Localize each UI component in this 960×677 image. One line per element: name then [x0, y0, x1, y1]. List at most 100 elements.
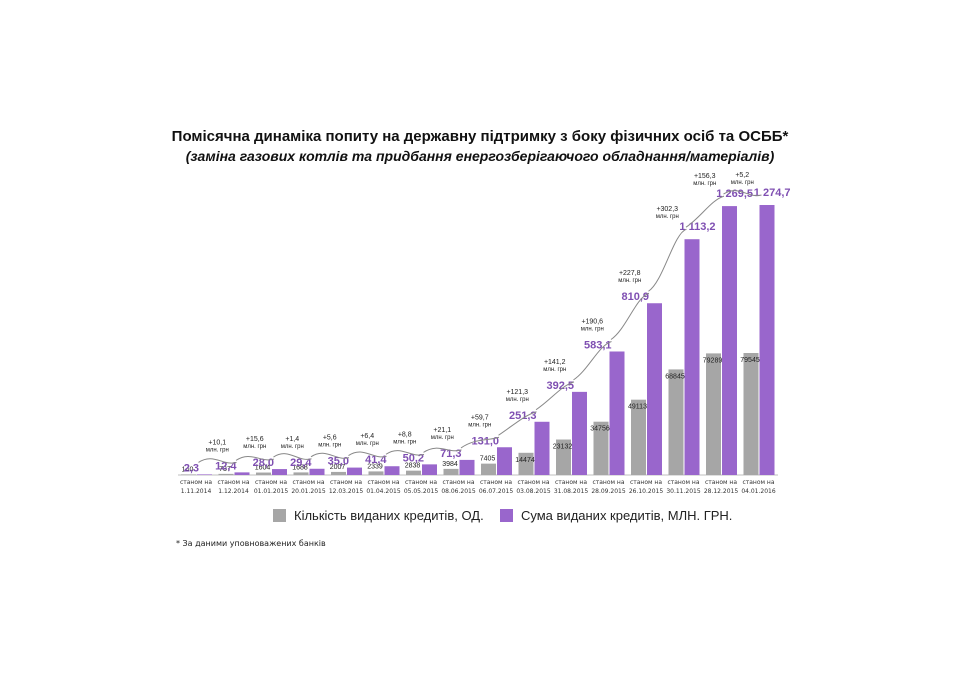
increment-unit-label: млн. грн	[281, 444, 304, 450]
increment-label: +227,8	[619, 270, 641, 277]
x-tick-label: 05.05.2015	[404, 488, 439, 495]
increment-label: +1,4	[285, 436, 299, 443]
increment-connector	[348, 451, 387, 458]
sum-data-label: 810,9	[621, 291, 649, 303]
increment-unit-label: млн. грн	[693, 181, 716, 187]
increment-unit-label: млн. грн	[431, 435, 454, 441]
increment-connector	[235, 456, 275, 461]
increment-label: +5,2	[735, 172, 749, 179]
count-bar	[443, 468, 459, 475]
count-data-label: 49113	[628, 404, 647, 411]
x-tick-label: станом на	[255, 479, 287, 486]
sum-bar	[609, 351, 625, 475]
increment-label: +10,1	[208, 439, 226, 446]
count-bar	[293, 472, 309, 475]
increment-label: +190,6	[581, 318, 603, 325]
increment-label: +6,4	[360, 433, 374, 440]
x-tick-label: станом на	[555, 479, 587, 486]
count-data-label: 34756	[590, 426, 610, 433]
x-tick-label: 03.08.2015	[516, 488, 551, 495]
sum-bar	[572, 391, 587, 475]
count-bar	[256, 472, 271, 475]
increment-unit-label: млн. грн	[656, 214, 679, 220]
increment-unit-label: млн. грн	[206, 447, 229, 453]
sum-bar	[722, 206, 737, 475]
count-data-label: 14474	[515, 457, 535, 464]
count-bar	[668, 369, 684, 475]
x-tick-label: станом на	[330, 479, 362, 486]
sum-data-label: 1 274,7	[754, 187, 791, 199]
sum-data-label: 1 113,2	[679, 221, 715, 233]
x-tick-label: 26.10.2015	[629, 488, 664, 495]
increment-unit-label: млн. грн	[356, 441, 379, 447]
x-tick-label: станом на	[667, 479, 699, 486]
count-bar	[181, 474, 196, 475]
sum-bar	[684, 239, 700, 475]
sum-data-label: 583,1	[584, 339, 612, 351]
sum-bar	[234, 472, 250, 475]
legend-item-sum: Сума виданих кредитів, МЛН. ГРН.	[500, 508, 732, 523]
increment-unit-label: млн. грн	[731, 180, 754, 186]
x-tick-label: 20.01.2015	[291, 488, 326, 495]
sum-data-label: 251,3	[509, 410, 537, 422]
x-tick-label: 12.03.2015	[329, 488, 364, 495]
x-tick-label: 06.07.2015	[479, 488, 514, 495]
increment-label: +15,6	[246, 436, 264, 443]
x-tick-label: 1.11.2014	[181, 488, 212, 495]
sum-data-label: 392,5	[546, 380, 574, 392]
x-tick-label: 1.12.2014	[218, 488, 249, 495]
count-bar	[631, 399, 646, 475]
count-data-label: 1688	[292, 464, 308, 471]
increment-label: +141,2	[544, 359, 566, 366]
increment-connector	[723, 190, 762, 197]
x-tick-label: 31.08.2015	[554, 488, 589, 495]
x-tick-label: станом на	[592, 479, 624, 486]
count-data-label: 23132	[553, 444, 573, 451]
x-tick-label: станом на	[292, 479, 324, 486]
increment-connector	[573, 341, 612, 381]
count-data-label: 7405	[480, 456, 496, 463]
x-tick-label: станом на	[367, 479, 399, 486]
increment-connector	[610, 292, 650, 340]
chart-subtitle: (заміна газових котлів та придбання енер…	[185, 148, 775, 164]
legend-swatch-sum	[500, 509, 513, 522]
x-tick-label: станом на	[405, 479, 437, 486]
count-bar	[406, 470, 421, 475]
count-data-label: 737	[219, 466, 231, 473]
legend-label-count: Кількість виданих кредитів, ОД.	[294, 508, 484, 523]
count-data-label: 140	[182, 466, 194, 473]
count-bar	[593, 421, 609, 475]
x-tick-label: станом на	[217, 479, 249, 486]
count-bar	[743, 353, 759, 475]
sum-data-label: 2,3	[184, 462, 199, 474]
increment-unit-label: млн. грн	[581, 326, 604, 332]
sum-bar	[272, 469, 287, 475]
increment-unit-label: млн. грн	[243, 444, 266, 450]
count-data-label: 79545	[740, 357, 760, 364]
increment-connector	[498, 411, 537, 436]
footnote: * За даними уповноважених банків	[176, 539, 326, 548]
count-data-label: 79289	[703, 357, 723, 364]
sum-bar	[422, 464, 437, 475]
increment-connector	[423, 447, 462, 453]
x-tick-label: 30.11.2015	[666, 488, 701, 495]
sum-bar	[459, 459, 475, 475]
count-bar	[481, 463, 496, 475]
increment-label: +5,6	[323, 435, 337, 442]
sum-bar	[534, 421, 550, 475]
legend-swatch-count	[273, 509, 286, 522]
sum-bar	[647, 303, 662, 475]
x-tick-label: станом на	[705, 479, 737, 486]
x-tick-label: 28.12.2015	[704, 488, 739, 495]
increment-unit-label: млн. грн	[318, 443, 341, 449]
count-data-label: 2838	[405, 463, 421, 470]
legend-label-sum: Сума виданих кредитів, МЛН. ГРН.	[521, 508, 733, 523]
count-bar	[518, 452, 534, 475]
sum-data-label: 1 269,5	[716, 188, 753, 200]
x-tick-label: станом на	[742, 479, 774, 486]
x-tick-label: 08.06.2015	[441, 488, 476, 495]
increment-unit-label: млн. грн	[506, 397, 529, 403]
sum-bar	[759, 205, 775, 475]
count-bar	[556, 439, 571, 475]
